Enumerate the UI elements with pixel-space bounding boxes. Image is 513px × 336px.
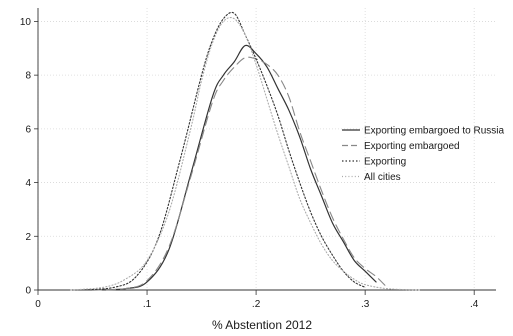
plot-area	[38, 8, 496, 290]
x-tick-label: .2	[252, 299, 261, 310]
x-tick-label: .4	[470, 299, 479, 310]
y-tick-label: 6	[25, 124, 31, 135]
series-line-3	[81, 11, 366, 291]
legend-label-2: Exporting embargoed	[364, 141, 460, 152]
x-tick-label: .3	[361, 299, 370, 310]
series-line-2	[91, 56, 388, 291]
x-tick-label: 0	[35, 299, 41, 310]
series-layer	[70, 11, 421, 291]
legend-label-4: All cities	[364, 172, 401, 183]
y-tick-label: 4	[25, 178, 31, 189]
x-tick-label: .1	[143, 299, 152, 310]
legend-label-1: Exporting embargoed to Russia	[364, 126, 505, 137]
y-tick-label: 10	[20, 17, 32, 28]
y-tick-label: 8	[25, 71, 31, 82]
y-tick-label: 0	[25, 286, 31, 297]
y-tick-label: 2	[25, 232, 31, 243]
legend-label-3: Exporting	[364, 157, 406, 168]
legend: Exporting embargoed to Russia Exporting e…	[342, 126, 505, 183]
series-line-4	[70, 16, 421, 291]
x-axis-title: % Abstention 2012	[212, 318, 312, 332]
